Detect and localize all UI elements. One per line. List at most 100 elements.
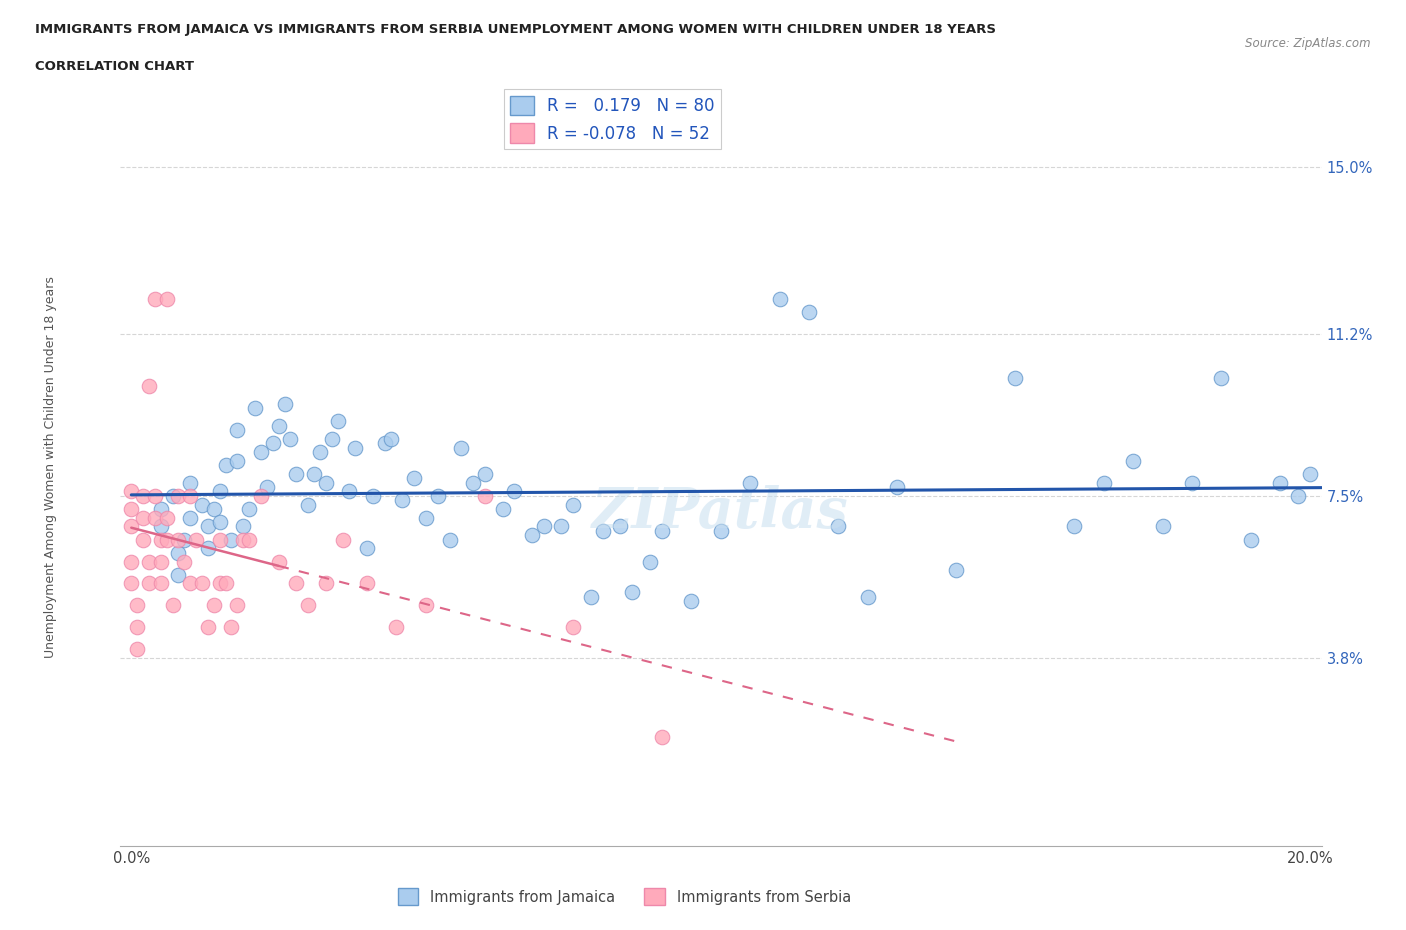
Point [356, 541, 378, 556]
Point [232, 519, 254, 534]
Text: CORRELATION CHART: CORRELATION CHART [35, 60, 194, 73]
Point [550, 519, 572, 534]
Point [1286, 488, 1309, 503]
Point [267, 418, 290, 433]
Point [167, 545, 190, 560]
Point [120, 484, 142, 498]
Point [709, 524, 731, 538]
Point [149, 554, 172, 569]
Point [297, 498, 319, 512]
Point [374, 436, 396, 451]
Point [197, 541, 219, 556]
Point [344, 440, 367, 455]
Point [450, 440, 472, 455]
Point [208, 514, 231, 529]
Point [138, 379, 160, 393]
Point [474, 467, 496, 482]
Point [461, 475, 484, 490]
Point [280, 432, 302, 446]
Point [238, 501, 260, 516]
Point [592, 524, 614, 538]
Point [191, 498, 214, 512]
Point [562, 619, 585, 634]
Point [127, 619, 149, 634]
Point [208, 532, 231, 547]
Point [1092, 475, 1115, 490]
Point [179, 511, 201, 525]
Text: IMMIGRANTS FROM JAMAICA VS IMMIGRANTS FROM SERBIA UNEMPLOYMENT AMONG WOMEN WITH : IMMIGRANTS FROM JAMAICA VS IMMIGRANTS FR… [35, 23, 995, 36]
Point [827, 519, 849, 534]
Point [651, 729, 673, 744]
Point [326, 414, 349, 429]
Point [143, 291, 166, 306]
Point [226, 598, 249, 613]
Point [156, 532, 179, 547]
Point [609, 519, 631, 534]
Point [562, 498, 585, 512]
Point [262, 436, 284, 451]
Point [138, 554, 160, 569]
Point [1122, 453, 1144, 468]
Text: Source: ZipAtlas.com: Source: ZipAtlas.com [1246, 37, 1371, 50]
Point [1211, 370, 1233, 385]
Point [226, 453, 249, 468]
Point [149, 532, 172, 547]
Point [309, 445, 332, 459]
Point [638, 554, 661, 569]
Point [391, 493, 413, 508]
Point [1299, 467, 1322, 482]
Point [651, 524, 673, 538]
Point [356, 576, 378, 591]
Point [132, 488, 155, 503]
Point [621, 585, 644, 600]
Point [337, 484, 360, 498]
Point [380, 432, 402, 446]
Y-axis label: Unemployment Among Women with Children Under 18 years: Unemployment Among Women with Children U… [44, 276, 58, 658]
Point [886, 480, 908, 495]
Point [533, 519, 555, 534]
Point [302, 467, 325, 482]
Point [173, 554, 195, 569]
Point [797, 304, 820, 319]
Point [127, 642, 149, 657]
Point [149, 576, 172, 591]
Point [191, 576, 214, 591]
Point [120, 519, 142, 534]
Point [361, 488, 384, 503]
Point [856, 589, 879, 604]
Point [184, 532, 207, 547]
Point [738, 475, 761, 490]
Point [127, 598, 149, 613]
Point [179, 576, 201, 591]
Point [297, 598, 319, 613]
Point [143, 488, 166, 503]
Point [250, 445, 273, 459]
Point [267, 554, 290, 569]
Point [138, 576, 160, 591]
Point [1152, 519, 1174, 534]
Point [945, 563, 967, 578]
Point [202, 598, 225, 613]
Point [208, 576, 231, 591]
Point [681, 593, 703, 608]
Point [167, 488, 190, 503]
Point [768, 291, 790, 306]
Point [162, 598, 184, 613]
Point [232, 532, 254, 547]
Point [415, 511, 437, 525]
Point [214, 576, 236, 591]
Point [120, 501, 142, 516]
Point [1004, 370, 1026, 385]
Point [221, 532, 243, 547]
Text: ZIPatlas: ZIPatlas [592, 485, 849, 540]
Point [149, 501, 172, 516]
Point [120, 554, 142, 569]
Point [332, 532, 354, 547]
Point [315, 475, 337, 490]
Point [1270, 475, 1292, 490]
Point [197, 519, 219, 534]
Point [256, 480, 278, 495]
Point [173, 532, 195, 547]
Point [226, 422, 249, 437]
Point [315, 576, 337, 591]
